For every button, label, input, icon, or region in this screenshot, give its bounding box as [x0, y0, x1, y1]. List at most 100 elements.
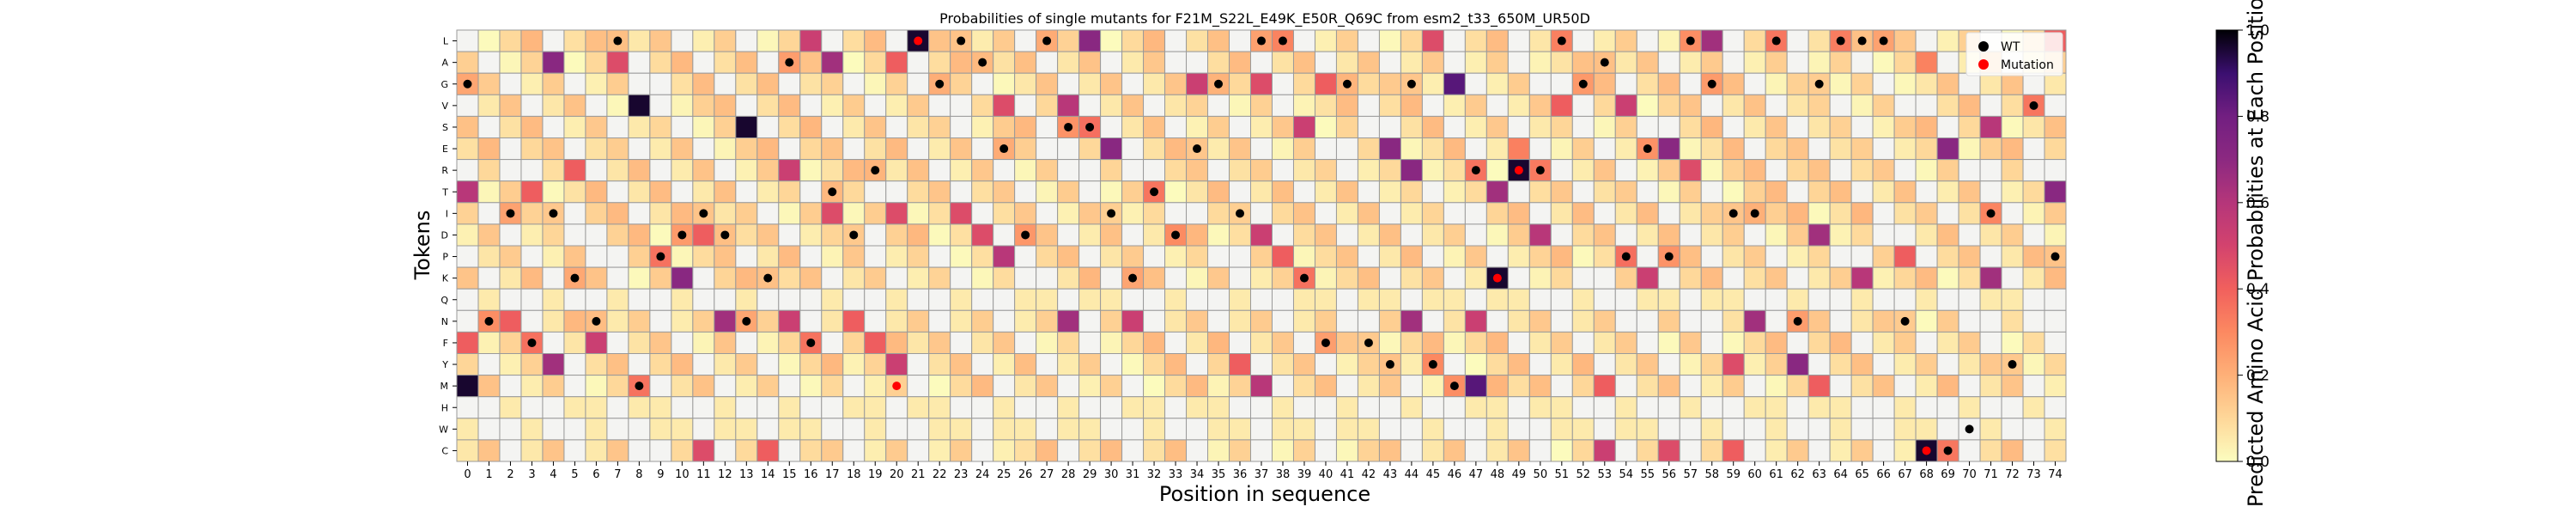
wt-marker	[1236, 209, 1245, 218]
heatmap-cell	[1807, 309, 1831, 333]
heatmap-cell	[1786, 418, 1809, 441]
heatmap-cell	[1743, 353, 1766, 376]
heatmap-cell	[2001, 223, 2024, 247]
heatmap-cell	[1485, 202, 1509, 225]
wt-marker	[1128, 273, 1138, 283]
heatmap-cell	[1700, 353, 1723, 376]
heatmap-cell	[735, 418, 758, 441]
heatmap-cell	[1314, 309, 1337, 333]
heatmap-cell	[1378, 439, 1401, 462]
heatmap-cell	[1229, 396, 1252, 419]
heatmap-cell	[1036, 309, 1059, 333]
heatmap-cell	[1550, 202, 1573, 225]
heatmap-cell	[1057, 223, 1080, 247]
heatmap-cell	[1250, 375, 1273, 398]
heatmap-cell	[1829, 137, 1852, 161]
heatmap-cell	[1679, 288, 1702, 311]
heatmap-cell	[1872, 288, 1895, 311]
y-tick-label: R	[441, 165, 448, 176]
heatmap-cell	[1700, 331, 1723, 354]
heatmap-cell	[1036, 94, 1059, 117]
heatmap-cell	[1614, 353, 1637, 376]
heatmap-cell	[1292, 202, 1315, 225]
heatmap-cell	[1829, 72, 1852, 95]
heatmap-cell	[1271, 396, 1294, 419]
heatmap-cell	[499, 353, 522, 376]
heatmap-cell	[799, 396, 823, 419]
heatmap-cell	[477, 418, 501, 441]
heatmap-cell	[1700, 51, 1723, 74]
heatmap-cell	[520, 309, 544, 333]
heatmap-cell	[1722, 51, 1745, 74]
heatmap-cell	[1207, 159, 1230, 182]
heatmap-cell	[821, 288, 844, 311]
heatmap-cell	[2001, 115, 2024, 138]
heatmap-cell	[1550, 94, 1573, 117]
heatmap-cell	[692, 223, 715, 247]
heatmap-cell	[1100, 94, 1123, 117]
heatmap-cell	[456, 266, 479, 290]
x-tick-label: 3	[528, 468, 535, 481]
heatmap-cell	[735, 180, 758, 204]
wt-marker	[1321, 338, 1330, 347]
heatmap-cell	[1636, 309, 1659, 333]
heatmap-cell	[606, 418, 629, 441]
heatmap-cell	[1421, 94, 1444, 117]
heatmap-cell	[1550, 115, 1573, 138]
heatmap-cell	[864, 137, 887, 161]
heatmap-cell	[756, 245, 780, 268]
heatmap-cell	[1443, 245, 1466, 268]
heatmap-cell	[1335, 439, 1358, 462]
heatmap-cell	[1378, 245, 1401, 268]
heatmap-cell	[1915, 266, 1938, 290]
heatmap-cell	[778, 159, 801, 182]
heatmap-cell	[1614, 115, 1637, 138]
heatmap-cell	[864, 29, 887, 52]
heatmap-cell	[456, 202, 479, 225]
heatmap-cell	[1786, 159, 1809, 182]
heatmap-cell	[671, 375, 694, 398]
heatmap-cell	[907, 115, 930, 138]
heatmap-cell	[1250, 180, 1273, 204]
heatmap-cell	[2044, 418, 2067, 441]
heatmap-cell	[1036, 353, 1059, 376]
heatmap-cell	[735, 288, 758, 311]
wt-marker	[677, 230, 687, 240]
heatmap-cell	[1915, 375, 1938, 398]
heatmap-cell	[928, 439, 951, 462]
heatmap-cell	[1850, 115, 1874, 138]
heatmap-cell	[1936, 245, 1959, 268]
heatmap-cell	[563, 51, 586, 74]
heatmap-cell	[456, 353, 479, 376]
heatmap-cell	[520, 223, 544, 247]
heatmap-cell	[2022, 396, 2045, 419]
heatmap-cell	[1679, 51, 1702, 74]
heatmap-cell	[1657, 29, 1680, 52]
heatmap-cell	[1378, 137, 1401, 161]
heatmap-cell	[606, 288, 629, 311]
heatmap-cell	[2044, 439, 2067, 462]
heatmap-cell	[585, 245, 608, 268]
heatmap-cell	[1507, 353, 1530, 376]
mutation-marker	[892, 382, 902, 391]
heatmap-cell	[1314, 72, 1337, 95]
heatmap-cell	[671, 396, 694, 419]
heatmap-cell	[821, 137, 844, 161]
heatmap-cell	[885, 439, 908, 462]
heatmap-cell	[1528, 137, 1552, 161]
heatmap-cell	[1528, 245, 1552, 268]
heatmap-cell	[714, 180, 737, 204]
heatmap-cell	[1593, 331, 1616, 354]
heatmap-cell	[971, 309, 994, 333]
heatmap-cell	[1057, 309, 1080, 333]
heatmap-cell	[971, 245, 994, 268]
wt-marker	[1836, 36, 1845, 46]
heatmap-cell	[1915, 51, 1938, 74]
heatmap-cell	[1164, 29, 1188, 52]
colorbar-ticks: 0.00.20.40.60.81.0	[2238, 22, 2269, 471]
y-tick-label: P	[442, 252, 448, 263]
heatmap-cell	[542, 353, 565, 376]
x-tick-label: 54	[1619, 468, 1633, 481]
heatmap-cell	[1292, 418, 1315, 441]
heatmap-cell	[842, 51, 866, 74]
